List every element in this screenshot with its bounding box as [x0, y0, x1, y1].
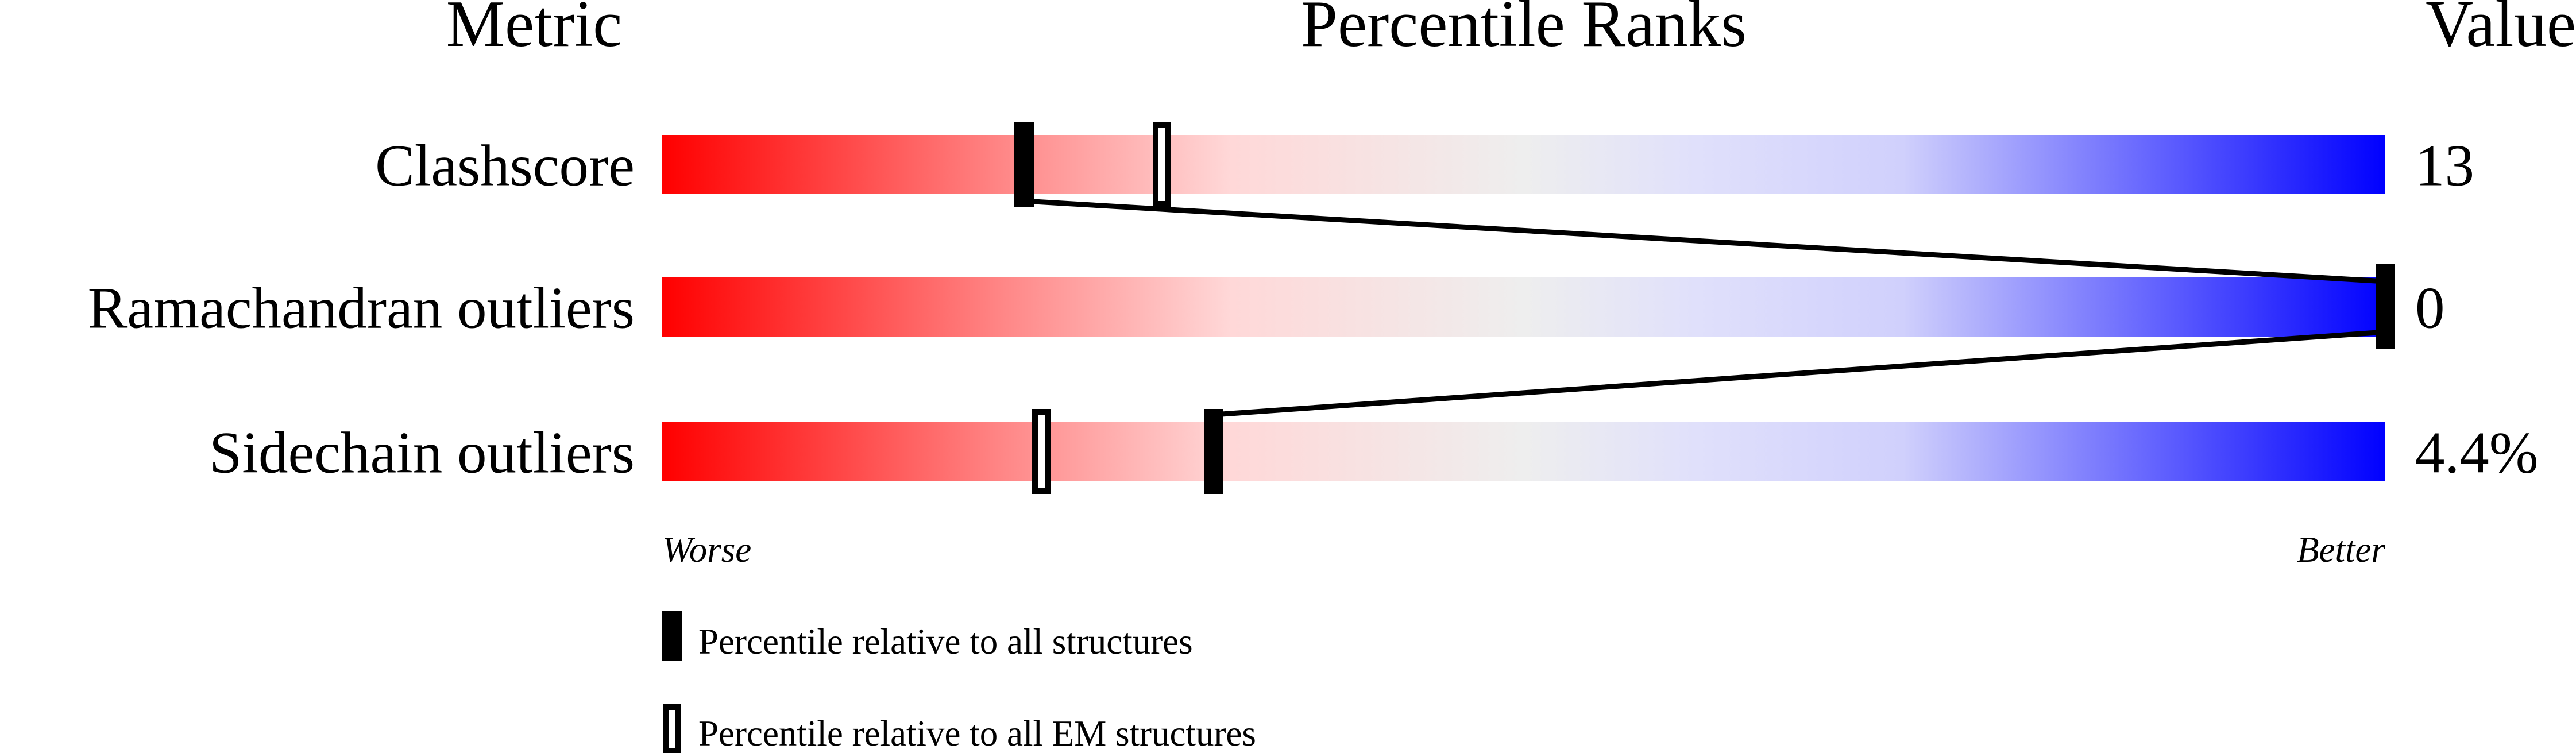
- metric-value: 13: [2415, 133, 2474, 199]
- header-value: Value: [2426, 0, 2576, 60]
- better-label: Better: [2297, 530, 2385, 570]
- metric-label: Ramachandran outliers: [88, 276, 635, 341]
- legend-hollow-label: Percentile relative to all EM structures: [698, 713, 1256, 753]
- percentile-bar: [662, 422, 2385, 481]
- percentile-bar: [662, 277, 2385, 337]
- worse-label: Worse: [662, 530, 751, 570]
- metric-value: 4.4%: [2415, 420, 2539, 486]
- header-percentile-ranks: Percentile Ranks: [1301, 0, 1747, 60]
- all-percentile-marker: [1014, 122, 1034, 207]
- metric-value: 0: [2415, 276, 2445, 341]
- metric-label: Clashscore: [375, 133, 635, 199]
- em-percentile-marker: [1153, 122, 1171, 207]
- header-metric: Metric: [446, 0, 623, 60]
- metric-label: Sidechain outliers: [209, 420, 635, 486]
- all-percentile-marker: [1204, 409, 1223, 494]
- legend-hollow-marker: [663, 704, 681, 753]
- percentile-bar: [662, 135, 2385, 194]
- em-percentile-marker: [1032, 409, 1051, 494]
- all-percentile-marker: [2376, 264, 2395, 349]
- legend-filled-label: Percentile relative to all structures: [698, 621, 1193, 662]
- legend-filled-marker: [662, 611, 682, 661]
